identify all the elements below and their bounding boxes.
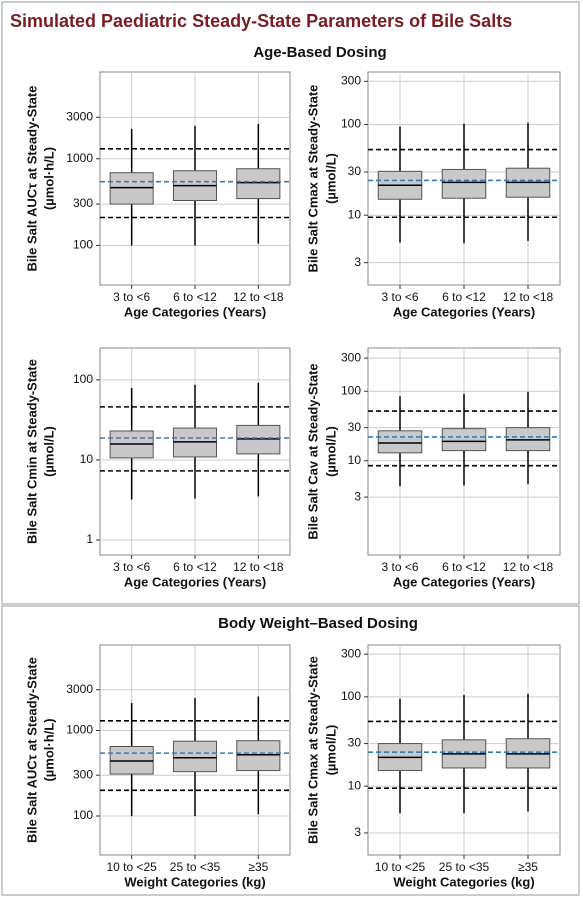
x-tick-label: 12 to <18	[503, 560, 554, 574]
frame	[1, 1, 580, 605]
x-tick-label: 3 to <6	[113, 560, 150, 574]
x-tick-label: 3 to <6	[381, 290, 418, 304]
y-tick-label: 10	[348, 453, 362, 467]
x-tick-label: 3 to <6	[113, 290, 150, 304]
x-tick-label: 10 to <25	[106, 860, 157, 874]
box	[172, 740, 218, 773]
x-tick-label: 6 to <12	[173, 560, 217, 574]
y-tick-label: 300	[73, 767, 93, 781]
y-axis-title: Bile Salt Cmin at Steady-State	[24, 359, 39, 544]
y-tick-label: 1000	[66, 151, 93, 165]
y-tick-label: 100	[73, 808, 93, 822]
x-axis-title: Age Categories (Years)	[124, 304, 266, 319]
x-axis-title: Weight Categories (kg)	[124, 874, 265, 889]
frame	[1, 605, 580, 896]
y-axis-title: (µmol/L)	[323, 153, 338, 204]
y-tick-label: 30	[348, 420, 362, 434]
y-tick-label: 300	[341, 646, 361, 660]
y-tick-label: 30	[348, 736, 362, 750]
y-tick-label: 30	[348, 164, 362, 178]
y-tick-label: 10	[348, 778, 362, 792]
y-tick-label: 100	[73, 238, 93, 252]
x-tick-label: 6 to <12	[173, 290, 217, 304]
box	[377, 430, 423, 454]
y-axis-title: Bile Salt AUCτ at Steady-State	[24, 657, 39, 843]
y-axis-title: (µmol/L)	[323, 426, 338, 477]
y-tick-label: 3	[354, 255, 361, 269]
y-axis-title: Bile Salt Cmax at Steady-State	[305, 85, 320, 273]
x-axis-title: Age Categories (Years)	[393, 304, 535, 319]
y-tick-label: 10	[348, 207, 362, 221]
y-tick-label: 3000	[66, 682, 93, 696]
x-tick-label: 12 to <18	[233, 290, 284, 304]
y-tick-label: 10	[80, 452, 94, 466]
box	[441, 168, 487, 199]
y-tick-label: 1	[86, 532, 93, 546]
figure-title: Simulated Paediatric Steady-State Parame…	[10, 11, 512, 31]
x-tick-label: 10 to <25	[375, 860, 426, 874]
box	[236, 168, 281, 200]
box	[236, 740, 281, 772]
x-tick-label: 12 to <18	[503, 290, 554, 304]
box	[441, 428, 487, 452]
y-axis-title: (µmol·h/L)	[41, 718, 56, 781]
y-axis-title: (µmol·h/L)	[41, 147, 56, 210]
y-tick-label: 300	[341, 73, 361, 87]
x-axis-title: Weight Categories (kg)	[393, 874, 534, 889]
y-axis-title: Bile Salt AUCτ at Steady-State	[24, 86, 39, 272]
section-title: Body Weight–Based Dosing	[218, 615, 418, 632]
section-title: Age-Based Dosing	[253, 44, 386, 61]
y-tick-label: 100	[341, 383, 361, 397]
y-tick-label: 300	[341, 350, 361, 364]
x-tick-label: 25 to <35	[170, 860, 221, 874]
x-tick-label: 6 to <12	[442, 290, 486, 304]
y-axis-title: (µmol/L)	[41, 426, 56, 477]
y-tick-label: 100	[341, 117, 361, 131]
x-tick-label: ≥35	[248, 860, 268, 874]
x-tick-label: 12 to <18	[233, 560, 284, 574]
x-axis-title: Age Categories (Years)	[124, 574, 266, 589]
y-tick-label: 1000	[66, 723, 93, 737]
y-axis-title: Bile Salt Cav at Steady-State	[305, 363, 320, 539]
x-tick-label: 25 to <35	[439, 860, 490, 874]
y-tick-label: 3000	[66, 110, 93, 124]
x-tick-label: ≥35	[518, 860, 538, 874]
x-axis-title: Age Categories (Years)	[393, 574, 535, 589]
x-tick-label: 3 to <6	[381, 560, 418, 574]
y-tick-label: 3	[354, 489, 361, 503]
y-tick-label: 300	[73, 196, 93, 210]
y-tick-label: 100	[73, 372, 93, 386]
y-tick-label: 3	[354, 825, 361, 839]
y-axis-title: (µmol/L)	[323, 725, 338, 776]
y-tick-label: 100	[341, 689, 361, 703]
y-axis-title: Bile Salt Cmax at Steady-State	[305, 656, 320, 844]
x-tick-label: 6 to <12	[442, 560, 486, 574]
